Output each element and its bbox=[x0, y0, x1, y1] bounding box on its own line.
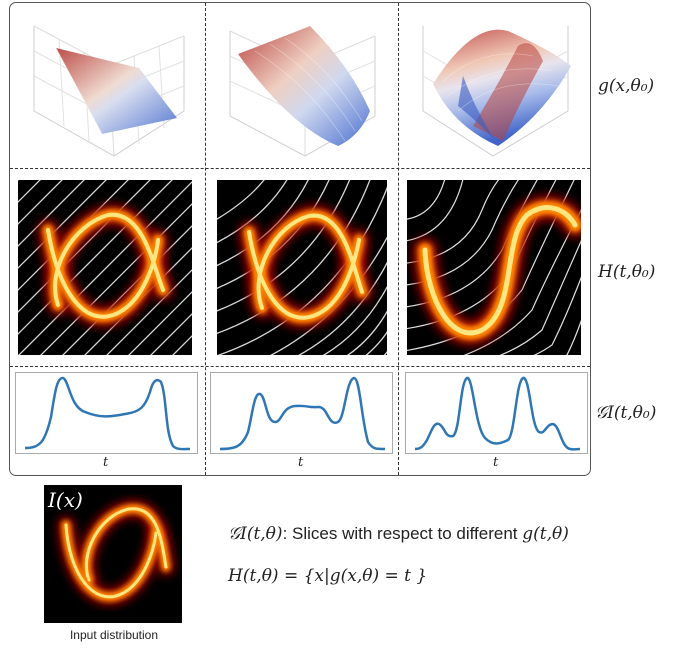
heatmap-panel-1 bbox=[18, 180, 192, 355]
legend-line-2: H(t,θ) = {x|g(x,θ) = t } bbox=[228, 566, 428, 586]
input-distribution-caption: Input distribution bbox=[69, 628, 159, 642]
row-separator-2 bbox=[10, 366, 590, 367]
axis-label-t-2: t bbox=[298, 455, 304, 470]
slice-curve-panel-2 bbox=[210, 372, 393, 454]
main-panel bbox=[9, 2, 591, 476]
input-distribution-title: I(x) bbox=[48, 488, 83, 512]
column-separator-2 bbox=[398, 3, 399, 475]
column-separator-1 bbox=[205, 3, 206, 475]
row-separator-1 bbox=[10, 168, 590, 169]
legend-symbol-gi: 𝒢I(t,θ) bbox=[228, 524, 283, 544]
slice-curve-panel-1 bbox=[15, 372, 198, 454]
row-label-slices: 𝒢I(t,θ₀) bbox=[595, 403, 657, 423]
heatmap-panel-2 bbox=[217, 180, 387, 355]
legend-text-slices: : Slices with respect to different bbox=[282, 524, 523, 543]
row-label-heatmap: H(t,θ₀) bbox=[598, 262, 656, 282]
surface-plot-1 bbox=[33, 25, 185, 157]
legend-line-1: 𝒢I(t,θ): Slices with respect to differen… bbox=[228, 524, 569, 544]
row-label-surface: g(x,θ₀) bbox=[598, 76, 655, 96]
surface-plot-2 bbox=[229, 26, 376, 157]
heatmap-panel-3 bbox=[407, 180, 581, 355]
surface-plot-3 bbox=[422, 26, 571, 157]
input-distribution-heatmap bbox=[44, 485, 182, 623]
legend-symbol-g: g(t,θ) bbox=[522, 524, 569, 544]
axis-label-t-1: t bbox=[103, 455, 109, 470]
axis-label-t-3: t bbox=[493, 455, 499, 470]
slice-curve-panel-3 bbox=[405, 372, 588, 454]
